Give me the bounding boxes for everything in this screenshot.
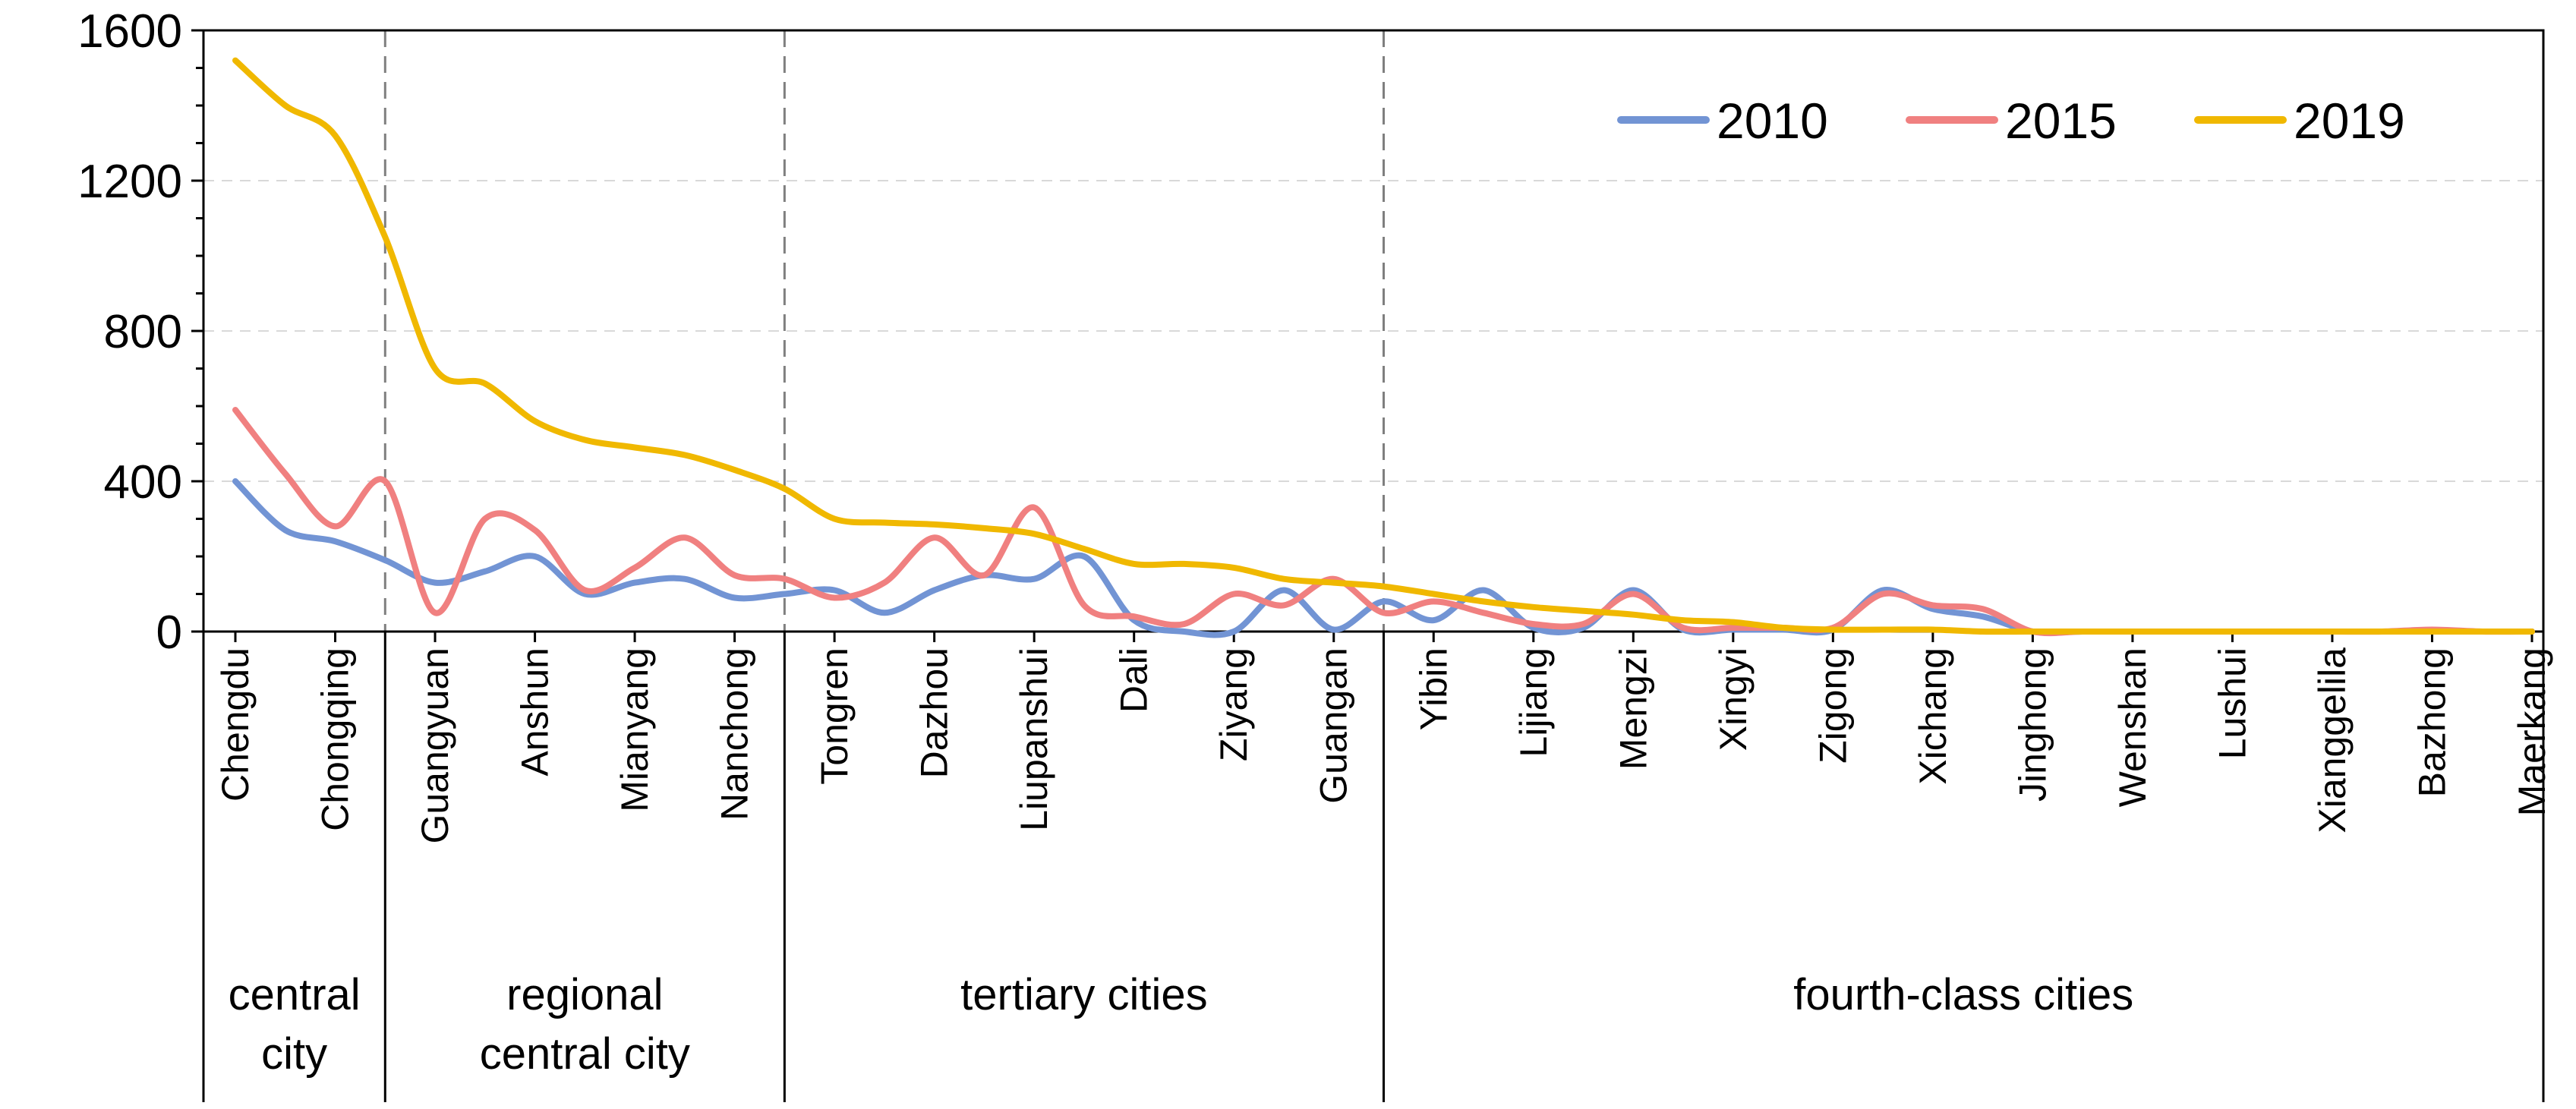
- category-label: Guangan: [1313, 647, 1355, 804]
- legend-label-2015: 2015: [2005, 93, 2117, 149]
- category-label: Mianyang: [613, 647, 656, 812]
- group-label: city: [261, 1029, 327, 1079]
- category-label: Xianggelila: [2311, 647, 2354, 833]
- category-label: Jinghong: [2011, 647, 2054, 802]
- category-label: Mengzi: [1612, 647, 1654, 770]
- category-label: Zigong: [1811, 647, 1854, 764]
- category-label: Chengdu: [214, 647, 257, 802]
- axes: [191, 29, 2545, 642]
- group-label: fourth-class cities: [1793, 970, 2133, 1019]
- legend-label-2019: 2019: [2294, 93, 2405, 149]
- legend-label-2010: 2010: [1717, 93, 1828, 149]
- y-tick-label: 400: [104, 456, 182, 509]
- category-label: Lijiang: [1512, 647, 1555, 758]
- category-label: Bazhong: [2410, 647, 2453, 797]
- series-line-2019: [232, 57, 2535, 635]
- series-lines: [232, 57, 2535, 638]
- category-label: Xichang: [1912, 647, 1954, 785]
- y-tick-label: 1600: [77, 5, 182, 58]
- category-label: Lushui: [2211, 647, 2253, 759]
- category-label: Yibin: [1412, 647, 1455, 730]
- group-label: central city: [480, 1029, 690, 1079]
- y-tick-labels: 0 400 800 1200 1600: [77, 5, 182, 659]
- legend: 2010 2015 2019: [1617, 93, 2405, 149]
- y-tick-label: 0: [156, 606, 182, 659]
- plot-frame: [202, 29, 2545, 633]
- category-label: Guangyuan: [414, 647, 456, 844]
- group-label: tertiary cities: [960, 970, 1208, 1019]
- category-label: Ziyang: [1212, 647, 1255, 761]
- category-label: Chongqing: [314, 647, 357, 831]
- category-label: Liupanshui: [1013, 647, 1055, 831]
- grid-lines: [203, 30, 2543, 482]
- category-label: Dali: [1113, 647, 1156, 713]
- y-tick-label: 800: [104, 306, 182, 358]
- category-label: Dazhou: [913, 647, 956, 778]
- category-label: Anshun: [514, 647, 557, 777]
- category-label: Maerkang: [2511, 647, 2553, 816]
- category-label: Xingyi: [1712, 647, 1755, 751]
- category-label: Nanchong: [714, 647, 756, 821]
- group-label: central: [229, 970, 361, 1019]
- group-labels: central city regional central city tertiary …: [229, 970, 2134, 1079]
- group-label: regional: [506, 970, 663, 1019]
- category-label: Tongren: [813, 647, 856, 785]
- group-dividers: [202, 30, 2545, 1102]
- y-tick-label: 1200: [77, 156, 182, 208]
- category-labels: Chengdu Chongqing Guangyuan Anshun Mianyang N…: [214, 647, 2553, 844]
- category-label: Wenshan: [2111, 647, 2154, 807]
